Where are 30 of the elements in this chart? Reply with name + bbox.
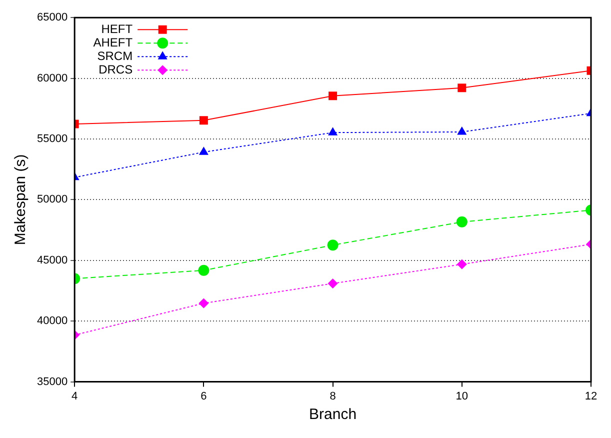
point xyxy=(456,259,467,270)
point xyxy=(199,116,208,125)
point xyxy=(198,298,209,308)
legend-label: AHEFT xyxy=(93,35,134,50)
point xyxy=(456,216,468,228)
legend-label: HEFT xyxy=(101,22,134,36)
legend-label: DRCS xyxy=(98,62,133,76)
x-tick-label: 4 xyxy=(72,390,78,402)
x-tick-label: 12 xyxy=(584,390,598,402)
x-axis-title: Branch xyxy=(309,406,357,424)
y-tick-label: 55000 xyxy=(36,133,68,146)
y-tick-label: 45000 xyxy=(36,254,68,266)
point xyxy=(457,126,467,135)
y-tick-label: 50000 xyxy=(36,194,68,206)
y-axis-title: Makespan (s) xyxy=(12,154,30,246)
point xyxy=(458,84,466,92)
x-tick-label: 6 xyxy=(200,390,207,402)
point xyxy=(328,278,338,288)
y-tick-label: 65000 xyxy=(36,12,68,24)
legend-label: SRCM xyxy=(97,48,133,63)
y-tick-label: 40000 xyxy=(36,315,68,328)
point xyxy=(328,92,338,100)
y-tick-label: 35000 xyxy=(36,376,68,388)
point xyxy=(327,240,338,251)
point xyxy=(198,146,208,155)
y-tick-label: 60000 xyxy=(36,72,68,84)
point xyxy=(328,127,338,136)
x-tick-label: 10 xyxy=(456,390,468,402)
point xyxy=(198,264,210,276)
x-tick-label: 8 xyxy=(330,390,336,402)
